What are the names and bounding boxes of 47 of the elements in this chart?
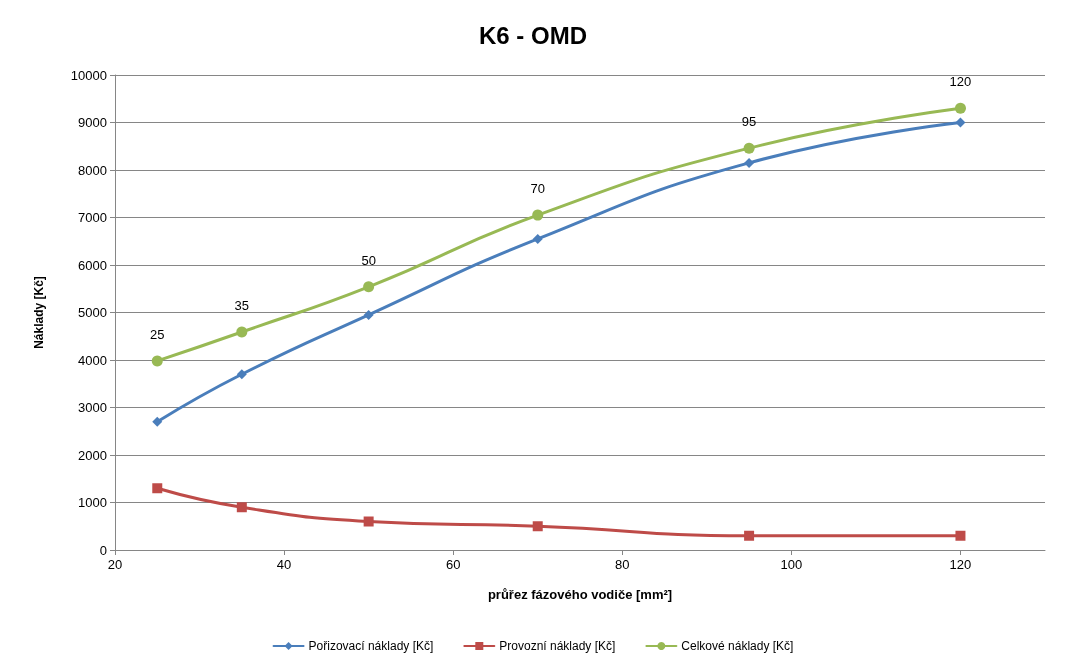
x-tick-label: 120 xyxy=(949,557,972,572)
point xyxy=(236,369,247,380)
point xyxy=(236,326,248,338)
point xyxy=(532,233,543,244)
point xyxy=(151,355,163,367)
point xyxy=(743,142,755,154)
annotation: 95 xyxy=(741,114,757,130)
annotation: 50 xyxy=(361,252,376,268)
legend-label: Pořizovací náklady [Kč] xyxy=(308,639,434,653)
point xyxy=(236,502,247,513)
y-tick-label: 6000 xyxy=(78,257,107,273)
x-tick-label: 80 xyxy=(615,557,630,572)
point xyxy=(954,102,966,114)
x-tick-label: 40 xyxy=(276,557,292,572)
y-tick-label: 10000 xyxy=(70,67,107,83)
annotation: 35 xyxy=(234,297,250,313)
point xyxy=(152,416,163,427)
chart-title: K6 - OMD xyxy=(479,21,587,49)
annotation: 25 xyxy=(150,326,165,342)
point xyxy=(363,309,374,320)
point xyxy=(955,117,966,128)
y-tick-label: 4000 xyxy=(78,352,107,368)
x-tick-label: 60 xyxy=(445,557,461,572)
legend-label: Provozní náklady [Kč] xyxy=(499,639,616,653)
point xyxy=(532,521,543,532)
y-tick-label: 7000 xyxy=(78,210,107,225)
x-tick-label: 20 xyxy=(107,557,123,572)
y-tick-label: 1000 xyxy=(78,495,107,510)
point xyxy=(955,530,966,541)
y-tick-label: 2000 xyxy=(78,447,107,463)
y-tick-label: 9000 xyxy=(78,115,107,130)
y-tick-label: 5000 xyxy=(78,305,107,320)
annotation: 70 xyxy=(530,181,545,197)
point xyxy=(744,530,755,541)
point xyxy=(744,157,755,168)
y-axis-title: Náklady [Kč] xyxy=(32,276,46,349)
point xyxy=(363,516,374,527)
y-tick-label: 8000 xyxy=(78,162,107,178)
y-tick-label: 0 xyxy=(99,542,107,558)
point xyxy=(152,483,163,494)
x-axis-title: průřez fázového vodiče [mm²] xyxy=(487,587,673,602)
point xyxy=(363,281,375,293)
point xyxy=(532,209,544,221)
x-tick-label: 100 xyxy=(780,557,803,572)
annotation: 120 xyxy=(949,74,972,90)
y-tick-label: 3000 xyxy=(78,400,107,415)
legend-label: Celkové náklady [Kč] xyxy=(681,639,794,653)
